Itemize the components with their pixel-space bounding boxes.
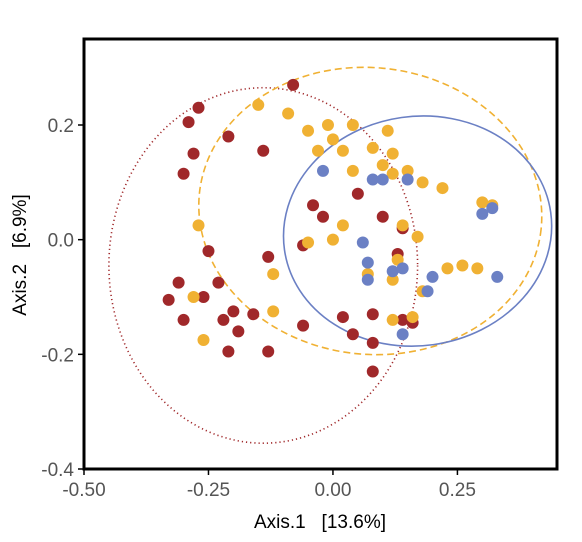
point-series-3-7: [356, 236, 369, 249]
point-series-1-15: [202, 245, 215, 258]
point-series-2-27: [386, 273, 399, 286]
point-series-1-10: [316, 210, 329, 223]
point-series-3-11: [426, 270, 439, 283]
point-series-2-23: [336, 219, 349, 232]
point-series-2-33: [187, 291, 200, 303]
point-series-2-5: [346, 119, 359, 131]
point-series-3-10: [396, 262, 409, 275]
x-tick-label: -0.25: [187, 480, 230, 501]
point-series-2-15: [401, 164, 414, 177]
point-series-1-29: [262, 345, 275, 358]
point-series-2-29: [441, 262, 454, 275]
point-series-1-7: [257, 144, 270, 157]
point-series-2-32: [267, 268, 280, 281]
point-series-1-18: [212, 276, 225, 289]
point-series-1-22: [227, 305, 240, 318]
point-series-3-5: [486, 202, 499, 215]
point-series-1-4: [222, 130, 235, 143]
point-series-1-12: [376, 210, 389, 223]
point-series-1-5: [187, 147, 200, 160]
point-series-1-1: [287, 78, 300, 91]
point-series-2-13: [346, 164, 359, 177]
data-points: [162, 78, 504, 378]
y-tick-label: -0.4: [41, 460, 74, 481]
y-axis-title: Axis.2 [6.9%]: [10, 194, 31, 315]
point-series-2-21: [302, 236, 315, 249]
point-series-1-23: [217, 313, 230, 326]
point-series-1-20: [197, 291, 210, 303]
point-series-1-21: [177, 313, 190, 326]
point-series-1-2: [192, 101, 205, 114]
point-series-1-3: [182, 116, 195, 129]
ellipse-series-2: [198, 66, 543, 356]
point-series-2-31: [471, 262, 484, 275]
point-series-1-31: [346, 328, 359, 341]
point-series-1-34: [396, 313, 409, 326]
point-series-2-11: [386, 147, 399, 160]
point-series-3-3: [376, 173, 389, 186]
point-series-2-4: [302, 124, 315, 137]
point-series-3-12: [491, 270, 504, 283]
point-series-2-14: [381, 124, 394, 137]
point-series-1-35: [366, 365, 379, 378]
point-series-2-25: [411, 230, 424, 243]
point-series-2-12: [386, 167, 399, 180]
point-series-1-6: [177, 167, 190, 180]
point-series-1-27: [336, 311, 349, 324]
point-series-2-16: [416, 176, 429, 189]
point-series-1-30: [222, 345, 235, 358]
point-series-2-35: [386, 313, 399, 326]
point-series-3-1: [316, 164, 329, 177]
point-series-1-24: [247, 308, 260, 321]
point-series-2-36: [406, 311, 419, 324]
point-series-2-18: [476, 196, 489, 209]
point-series-3-2: [366, 173, 379, 186]
point-series-1-28: [366, 308, 379, 321]
point-series-3-9: [386, 265, 399, 278]
point-series-1-26: [297, 319, 310, 332]
point-series-2-2: [282, 107, 295, 120]
point-series-2-22: [326, 233, 339, 246]
point-series-2-20: [192, 219, 205, 232]
y-tick-label: 0.0: [48, 231, 74, 252]
point-series-3-15: [421, 285, 434, 298]
point-series-1-11: [351, 187, 364, 200]
point-series-3-6: [476, 207, 489, 220]
point-series-2-17: [436, 182, 449, 195]
x-tick-label: -0.50: [62, 480, 105, 501]
y-tick-label: -0.2: [41, 345, 74, 366]
point-series-3-14: [396, 328, 409, 341]
point-series-2-7: [326, 133, 339, 146]
point-series-2-37: [197, 334, 210, 346]
confidence-ellipses: [108, 66, 553, 445]
x-axis-title: Axis.1 [13.6%]: [254, 512, 386, 533]
point-series-2-8: [336, 144, 349, 157]
point-series-3-8: [361, 256, 374, 269]
point-series-2-30: [456, 259, 469, 272]
point-series-2-24: [396, 219, 409, 232]
point-series-1-25: [232, 325, 245, 338]
point-series-2-3: [321, 119, 334, 131]
x-tick-label: 0.00: [314, 480, 351, 501]
point-series-1-19: [162, 293, 175, 306]
ellipse-series-1: [108, 86, 419, 445]
point-series-2-34: [267, 305, 280, 318]
point-series-2-10: [376, 159, 389, 172]
ellipse-series-3: [282, 115, 553, 347]
x-axis-ticks: -0.50 -0.25 0.00 0.25: [62, 469, 476, 501]
plot-frame: [82, 37, 559, 471]
point-series-2-6: [312, 144, 325, 157]
point-series-3-4: [401, 173, 414, 186]
point-series-1-32: [366, 336, 379, 349]
y-tick-label: 0.2: [48, 116, 74, 137]
point-series-3-13: [361, 273, 374, 286]
x-tick-label: 0.25: [439, 480, 476, 501]
point-series-1-17: [172, 276, 185, 289]
point-series-1-16: [262, 250, 275, 263]
point-series-2-9: [366, 141, 379, 154]
point-series-1-9: [307, 199, 320, 212]
point-series-2-1: [252, 98, 265, 111]
y-axis-ticks: 0.2 0.0 -0.2 -0.4: [41, 116, 84, 481]
